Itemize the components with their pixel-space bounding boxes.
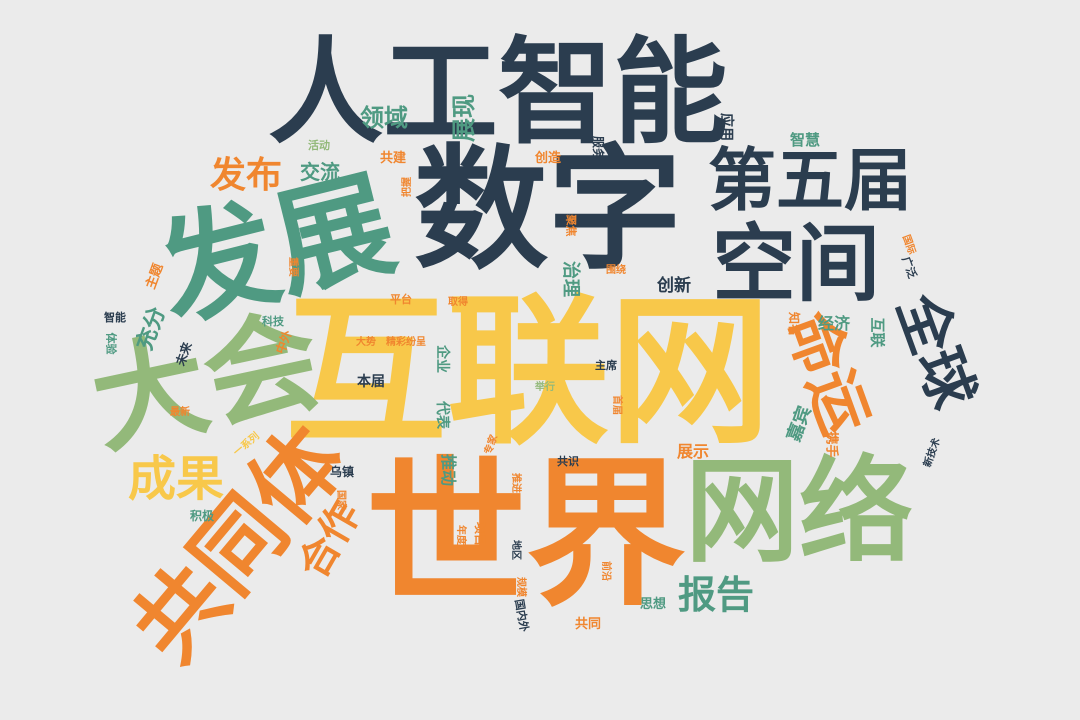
cloud-word: 本届 [357,375,385,389]
cloud-word: 互联 [870,317,885,347]
cloud-word: 成果 [128,455,224,503]
cloud-word: 共建 [380,152,406,165]
cloud-word: 取得 [448,298,468,308]
cloud-word: 空间 [712,222,880,306]
cloud-word: 智慧 [790,133,820,148]
cloud-word: 创新 [657,278,691,295]
cloud-word: 思想 [640,598,666,611]
cloud-word: 项目 [474,522,486,546]
cloud-word: 科技 [262,316,284,327]
cloud-word: 乌镇 [330,466,354,478]
cloud-word: 推进 [510,473,520,493]
cloud-word: 地区 [510,540,520,560]
cloud-word: 交流 [300,162,340,182]
cloud-word: 主席 [595,360,617,371]
cloud-word: 报告 [678,576,754,614]
cloud-word: 互联网 [285,292,771,454]
cloud-word: 经济 [818,316,850,332]
cloud-word: 大势 [356,338,376,348]
cloud-word: 重要 [287,257,297,277]
cloud-word: 举行 [535,383,555,393]
cloud-word: 创造 [535,152,561,165]
cloud-word: 知名 [788,312,800,336]
cloud-word: 第五届 [708,148,912,216]
cloud-word: 代表 [435,401,449,429]
cloud-word: 全球 [889,287,983,416]
cloud-word: 体验 [106,333,117,355]
cloud-word: 精彩纷呈 [386,338,426,348]
cloud-word: 应用 [719,113,733,141]
cloud-word: 主题 [144,262,165,291]
cloud-word: 智能 [104,312,126,323]
cloud-word: 广泛 [900,255,918,279]
cloud-word: 最新 [170,408,190,418]
cloud-word: 推动 [440,454,456,486]
cloud-word: 嘉宾 [785,404,814,444]
cloud-word: 发布 [210,158,282,194]
cloud-word: 首届 [611,395,621,415]
cloud-word: 服务 [592,136,604,160]
cloud-word: 积极 [190,510,214,522]
cloud-word: 携手 [825,431,838,457]
cloud-word: 世界 [366,455,686,615]
cloud-word: 网络 [685,455,913,569]
cloud-word: 活动 [308,140,330,151]
cloud-word: 治理 [561,261,579,297]
cloud-word: 前沿 [600,561,610,581]
cloud-word: 企业 [435,345,449,373]
cloud-word: 共识 [557,456,579,467]
cloud-word: 领域 [360,106,408,130]
cloud-word: 围绕 [606,266,626,276]
cloud-word: 国家 [335,490,345,510]
cloud-word: 聚焦 [566,215,577,237]
cloud-word: 展现 [452,94,476,142]
cloud-word: 展示 [677,444,709,460]
cloud-word: 人工智能 [268,36,728,151]
cloud-word: 国际 [900,234,916,256]
cloud-word: 共同 [575,618,601,631]
cloud-word: 新技术 [923,437,943,469]
cloud-word: 规模 [515,577,525,597]
cloud-word: 把握 [403,177,413,197]
cloud-word: 年度 [455,525,465,545]
cloud-word: 平台 [390,294,412,305]
